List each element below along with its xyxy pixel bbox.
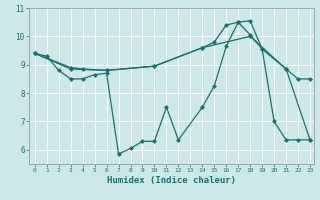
X-axis label: Humidex (Indice chaleur): Humidex (Indice chaleur) xyxy=(107,176,236,185)
